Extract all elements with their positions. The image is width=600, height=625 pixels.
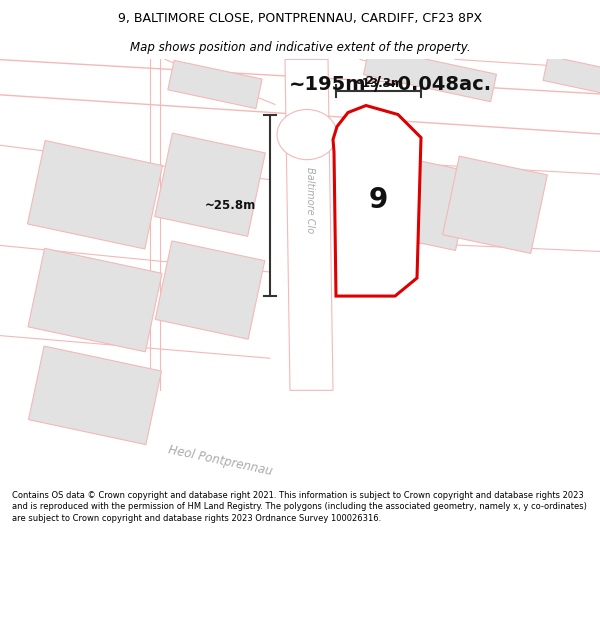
Polygon shape [285, 59, 333, 391]
Polygon shape [168, 61, 262, 109]
Polygon shape [28, 248, 162, 352]
Polygon shape [364, 47, 496, 102]
Text: Map shows position and indicative extent of the property.: Map shows position and indicative extent… [130, 41, 470, 54]
Polygon shape [29, 346, 161, 444]
Text: 9, BALTIMORE CLOSE, PONTPRENNAU, CARDIFF, CF23 8PX: 9, BALTIMORE CLOSE, PONTPRENNAU, CARDIFF… [118, 12, 482, 25]
Polygon shape [155, 241, 265, 339]
Text: Contains OS data © Crown copyright and database right 2021. This information is : Contains OS data © Crown copyright and d… [12, 491, 587, 523]
Text: ~25.8m: ~25.8m [205, 199, 256, 212]
Polygon shape [443, 156, 547, 253]
Polygon shape [348, 149, 472, 251]
Polygon shape [333, 106, 421, 296]
Text: Heol Pontprennau: Heol Pontprennau [167, 443, 274, 478]
Polygon shape [155, 133, 265, 236]
Polygon shape [543, 56, 600, 93]
Text: Baltimore Clo: Baltimore Clo [305, 167, 315, 233]
Polygon shape [28, 141, 163, 249]
Ellipse shape [277, 109, 337, 159]
Text: 9: 9 [368, 186, 388, 214]
Text: ~13.3m: ~13.3m [353, 78, 404, 91]
Text: ~195m²/~0.048ac.: ~195m²/~0.048ac. [289, 75, 491, 94]
Polygon shape [0, 59, 600, 134]
